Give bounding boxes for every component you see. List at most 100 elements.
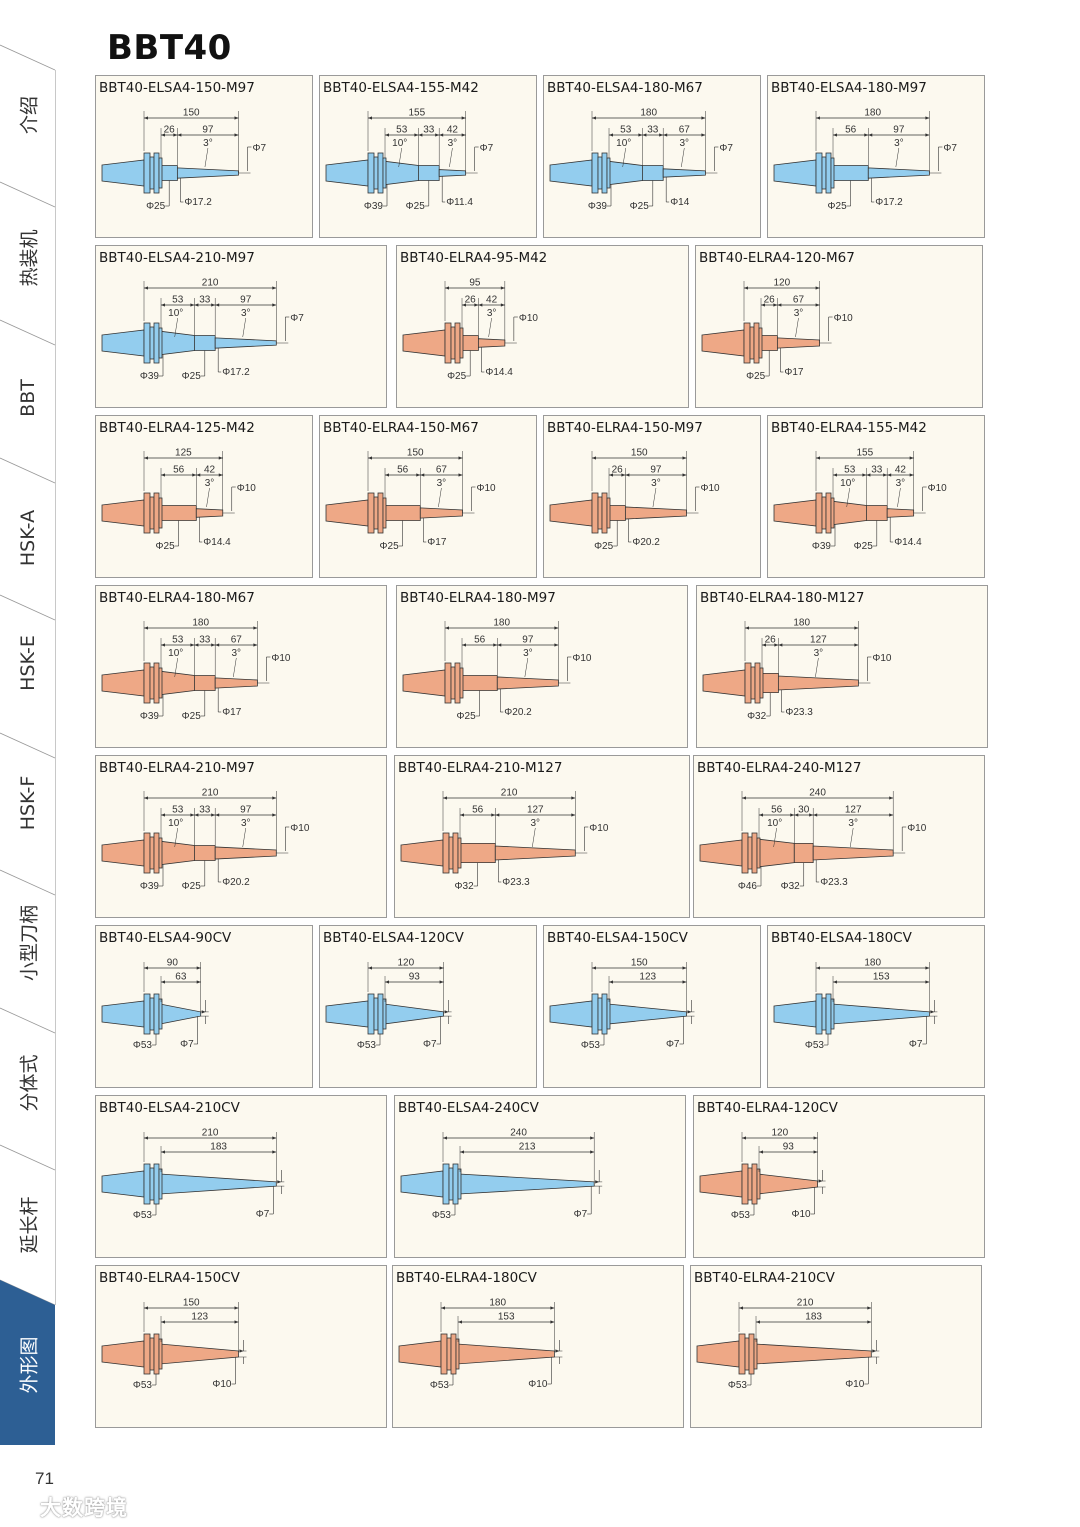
product-card: 95 26 42 3° Φ25 Φ14.4 Φ10 BBT40-ELRA4-95-M42 (396, 245, 689, 408)
angle-leader (897, 487, 901, 508)
angle-leader (242, 827, 246, 848)
tab-separator (0, 732, 56, 759)
product-card: 120 93 Φ10 Φ53 BBT40-ELRA4-120CV (693, 1095, 985, 1258)
tip-diameter-label: Φ7 (574, 1209, 588, 1220)
arrowhead (592, 966, 596, 970)
body-taper-3deg (777, 675, 859, 691)
product-card: 180 53 33 67 10° 3° Φ39 Φ25 Φ14 Φ7 BBT40-ELSA4-180… (543, 75, 761, 238)
segment-length: 33 (423, 125, 435, 136)
arrowhead (234, 1306, 239, 1310)
holder-flange (743, 322, 751, 364)
tip-diameter-label: Φ10 (477, 483, 497, 494)
holder-taper (699, 1170, 743, 1198)
holder-taper (402, 669, 446, 697)
tip-diameter-label: Φ10 (845, 1379, 865, 1390)
tab-separator (0, 1007, 56, 1034)
arrowhead (590, 1150, 595, 1154)
taper-angle-label: 10° (767, 818, 782, 829)
arrowhead (777, 303, 782, 307)
sidebar-tab-6[interactable]: 小型刀柄 (0, 883, 56, 1003)
tip-diameter-label: Φ7 (423, 1039, 437, 1050)
holder-taper (101, 159, 145, 187)
taper-angle-label: 3° (437, 478, 447, 489)
product-model-title: BBT40-ELSA4-120CV (323, 930, 464, 946)
sidebar-tab-8[interactable]: 延长杆 (0, 1165, 56, 1285)
holder-taper (325, 1000, 369, 1028)
tool-drawing: 150 123 Φ10 Φ53 (101, 1298, 247, 1391)
diameter-label: Φ17 (784, 367, 804, 378)
arrowhead (833, 133, 838, 137)
arrowhead (414, 133, 419, 137)
tip-diameter-label: Φ7 (253, 143, 267, 154)
sidebar-tab-1[interactable]: 热装机 (0, 198, 56, 318)
arrowhead (854, 626, 859, 630)
arrowhead (590, 1136, 595, 1140)
diameter-label: Φ25 (746, 371, 766, 382)
holder-flange (815, 492, 823, 534)
arrowhead (161, 303, 166, 307)
sidebar-tab-label: 延长杆 (18, 1196, 41, 1254)
segment-length: 26 (612, 465, 624, 476)
holder-flange (149, 836, 155, 870)
holder-taper (549, 499, 593, 527)
arrowhead (493, 643, 498, 647)
arrowhead (272, 813, 277, 817)
arrowhead (368, 116, 372, 120)
sidebar-tab-7[interactable]: 分体式 (0, 1023, 56, 1143)
arrowhead (161, 980, 166, 984)
tip-diameter-label: Φ10 (271, 653, 291, 664)
angle-leader (174, 657, 178, 678)
holder-flange (597, 997, 603, 1031)
sidebar-tab-0[interactable]: 介绍 (0, 55, 56, 175)
tool-drawing: 180 56 97 3° Φ25 Φ17.2 Φ7 (773, 108, 957, 212)
holder-flange (143, 832, 151, 874)
arrowhead (439, 966, 444, 970)
holder-flange (756, 837, 761, 869)
arrowhead (642, 133, 647, 137)
diameter-label: Φ25 (380, 541, 400, 552)
tool-drawing: 150 26 97 3° Φ25 Φ17.2 Φ7 (101, 108, 267, 212)
taper-angle-label: 3° (448, 138, 458, 149)
holder-taper (400, 839, 444, 867)
overall-length: 150 (183, 1298, 200, 1309)
angle-leader (524, 657, 529, 678)
holder-flange (158, 837, 163, 869)
holder-flange (373, 496, 379, 530)
product-model-title: BBT40-ELRA4-155-M42 (771, 420, 927, 436)
sidebar-tab-5[interactable]: HSK-F (0, 743, 56, 863)
arrowhead (638, 133, 643, 137)
angle-leader (846, 487, 850, 508)
diameter-label: Φ17.2 (222, 367, 250, 378)
arrowhead (460, 1150, 465, 1154)
holder-flange (143, 662, 151, 704)
arrowhead (925, 966, 930, 970)
diameter-label: Φ25 (594, 541, 614, 552)
product-card: 150 123 Φ7 Φ53 BBT40-ELSA4-150CV (543, 925, 761, 1088)
sidebar-tab-label: 分体式 (18, 1054, 41, 1112)
angle-leader (795, 317, 799, 338)
diameter-label: Φ17 (427, 537, 447, 548)
sidebar-tab-3[interactable]: HSK-A (0, 478, 56, 598)
diameter-label: Φ25 (406, 201, 426, 212)
arrowhead (218, 456, 223, 460)
segment-length: 53 (844, 465, 856, 476)
holder-flange (158, 667, 163, 699)
holder-flange (143, 152, 151, 194)
holder-taper (325, 499, 369, 527)
holder-flange (143, 322, 151, 364)
sidebar-tab-9[interactable]: 外形图 (0, 1305, 56, 1425)
holder-flange (149, 1167, 155, 1201)
product-model-title: BBT40-ELRA4-150CV (99, 1270, 240, 1286)
sidebar-tab-label: 小型刀柄 (18, 904, 41, 982)
body-cone-10deg (160, 840, 195, 866)
tab-separator (0, 594, 56, 621)
sidebar-tab-4[interactable]: HSK-E (0, 603, 56, 723)
holder-flange (597, 496, 603, 530)
segment-length: 56 (173, 465, 185, 476)
holder-flange (741, 1163, 749, 1205)
segment-length: 42 (486, 295, 498, 306)
arrowhead (816, 966, 820, 970)
watermark: 大数跨境 (40, 1496, 128, 1520)
arrowhead (621, 473, 626, 477)
sidebar-tab-2[interactable]: BBT (0, 338, 56, 458)
